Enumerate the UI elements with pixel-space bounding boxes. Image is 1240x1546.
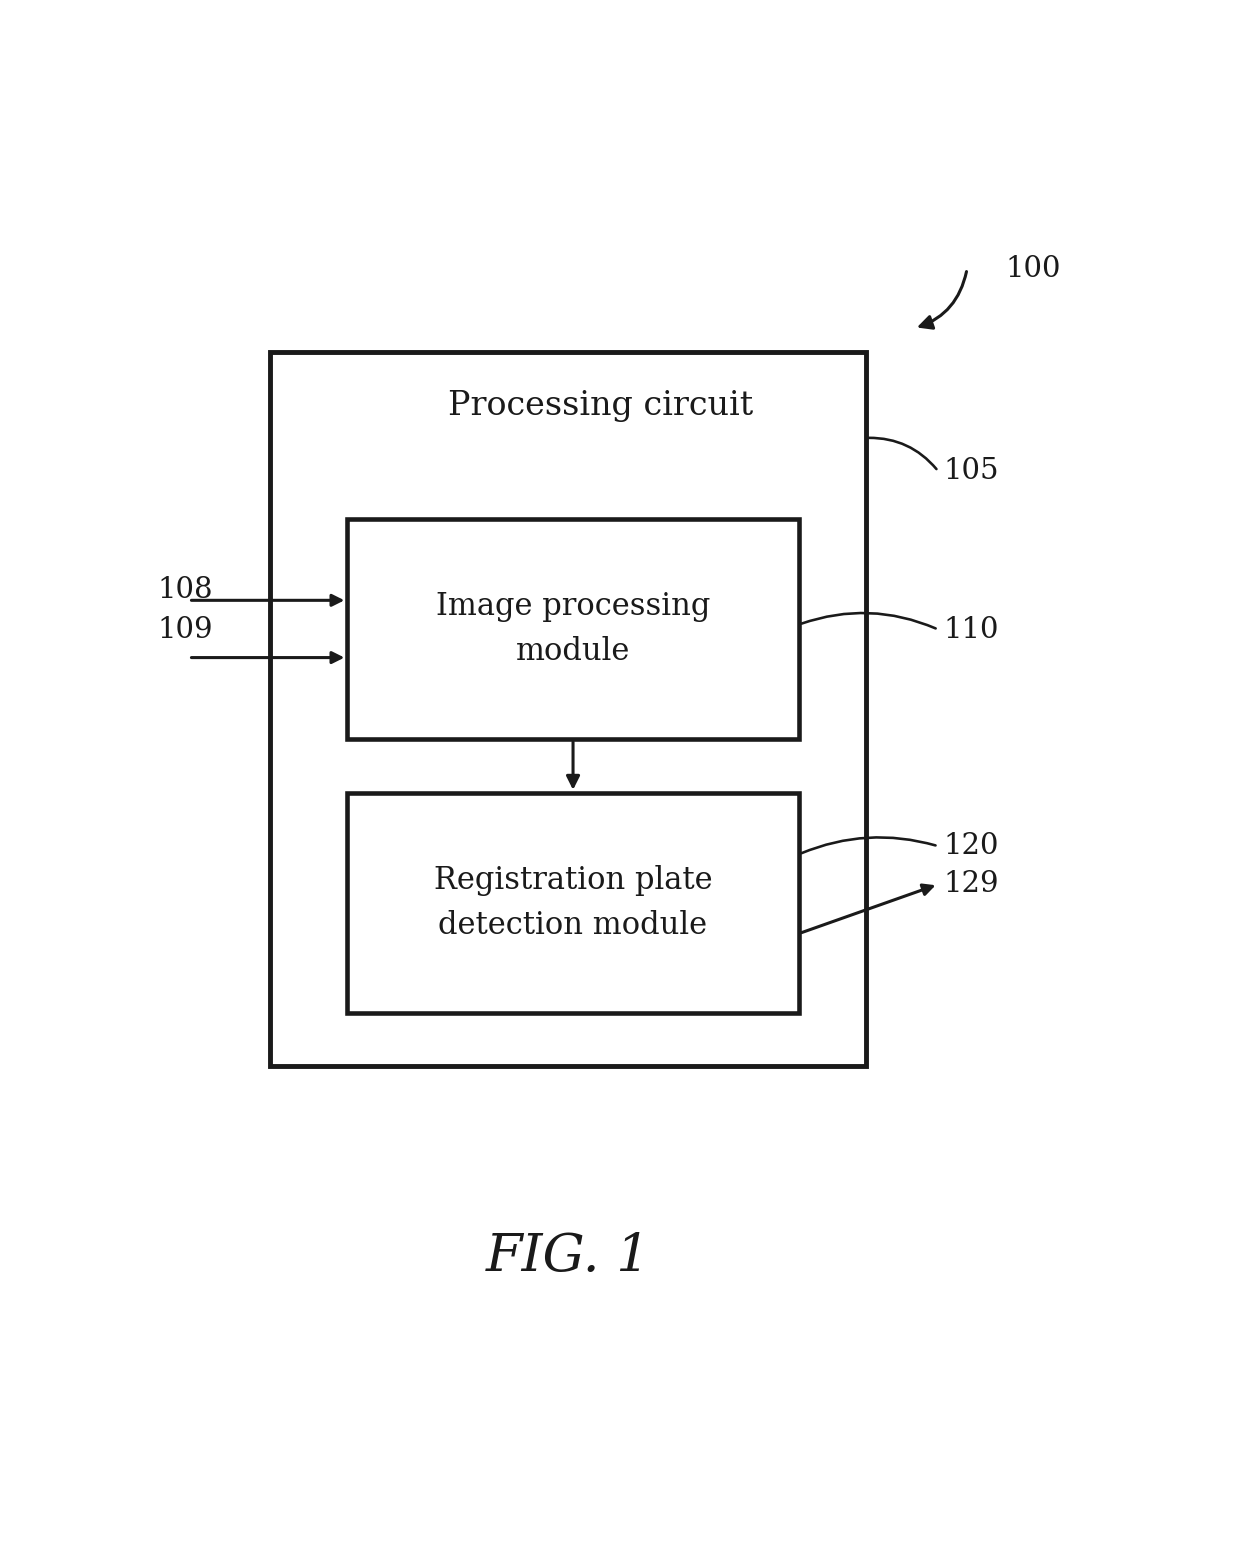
Text: 129: 129 <box>942 870 998 898</box>
Text: 110: 110 <box>942 615 998 643</box>
Text: Image processing
module: Image processing module <box>435 591 711 668</box>
Text: 108: 108 <box>157 577 213 604</box>
Text: Registration plate
detection module: Registration plate detection module <box>434 864 712 942</box>
Text: FIG. 1: FIG. 1 <box>486 1232 651 1282</box>
Bar <box>270 352 867 1067</box>
Text: 100: 100 <box>1006 255 1061 283</box>
Text: 105: 105 <box>942 458 998 485</box>
Bar <box>347 793 799 1013</box>
Text: 109: 109 <box>157 615 213 643</box>
Text: Processing circuit: Processing circuit <box>448 390 754 422</box>
Text: 120: 120 <box>942 832 998 860</box>
Bar <box>347 519 799 739</box>
